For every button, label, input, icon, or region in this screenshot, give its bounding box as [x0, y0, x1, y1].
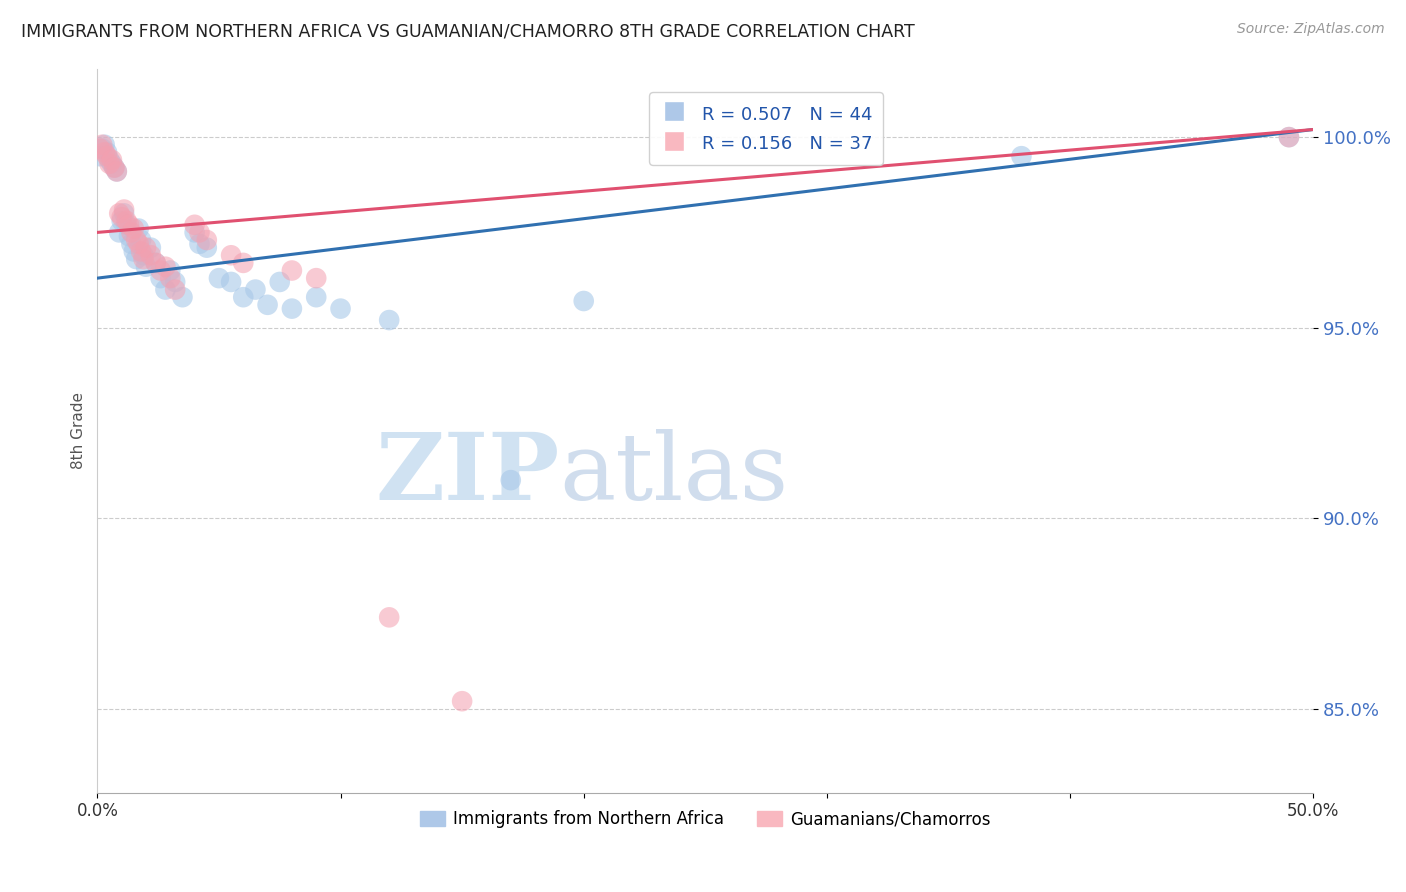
Point [129, 244, 152, 259]
Point [195, 241, 218, 255]
Point [159, 263, 181, 277]
Point [172, 290, 194, 304]
Point [195, 233, 218, 247]
Y-axis label: 8th Grade: 8th Grade [72, 392, 86, 469]
Point [103, 161, 125, 175]
Point [128, 236, 150, 251]
Point [89, 142, 111, 156]
Point [232, 256, 254, 270]
Point [89, 149, 111, 163]
Point [101, 153, 124, 167]
Text: atlas: atlas [560, 429, 789, 519]
Point [132, 248, 155, 262]
Point [115, 218, 138, 232]
Point [118, 229, 141, 244]
Point [145, 256, 167, 270]
Point [139, 248, 162, 262]
Point [155, 260, 177, 274]
Point [108, 206, 131, 220]
Point [183, 226, 205, 240]
Point [135, 260, 157, 274]
Point [98, 157, 121, 171]
Point [91, 142, 114, 156]
Point [101, 157, 124, 171]
Point [125, 233, 148, 247]
Point [118, 218, 141, 232]
Point [281, 263, 304, 277]
Point [91, 137, 114, 152]
Point [93, 137, 115, 152]
Point [115, 214, 138, 228]
Point [188, 236, 211, 251]
Point [132, 252, 155, 266]
Point [245, 283, 267, 297]
Point [122, 244, 145, 259]
Point [281, 301, 304, 316]
Point [105, 164, 128, 178]
Point [378, 313, 401, 327]
Point [111, 210, 134, 224]
Point [305, 290, 328, 304]
Point [112, 206, 135, 220]
Legend: Immigrants from Northern Africa, Guamanians/Chamorros: Immigrants from Northern Africa, Guamani… [413, 804, 998, 835]
Point [378, 610, 401, 624]
Point [188, 226, 211, 240]
Point [1010, 149, 1032, 163]
Point [96, 145, 118, 160]
Point [208, 271, 231, 285]
Point [155, 283, 177, 297]
Point [111, 214, 134, 228]
Point [105, 164, 128, 178]
Point [219, 248, 242, 262]
Point [149, 263, 172, 277]
Point [145, 256, 167, 270]
Point [329, 301, 352, 316]
Point [165, 283, 187, 297]
Point [219, 275, 242, 289]
Point [256, 298, 278, 312]
Point [305, 271, 328, 285]
Point [103, 161, 125, 175]
Point [232, 290, 254, 304]
Text: ZIP: ZIP [375, 429, 560, 519]
Point [108, 226, 131, 240]
Point [98, 153, 121, 167]
Point [269, 275, 291, 289]
Point [122, 221, 145, 235]
Point [572, 293, 595, 308]
Point [125, 252, 148, 266]
Text: IMMIGRANTS FROM NORTHERN AFRICA VS GUAMANIAN/CHAMORRO 8TH GRADE CORRELATION CHAR: IMMIGRANTS FROM NORTHERN AFRICA VS GUAMA… [21, 22, 915, 40]
Point [1278, 130, 1301, 145]
Point [159, 271, 181, 285]
Point [183, 218, 205, 232]
Point [165, 275, 187, 289]
Point [112, 202, 135, 217]
Point [1278, 130, 1301, 145]
Point [451, 694, 474, 708]
Point [93, 145, 115, 160]
Point [135, 241, 157, 255]
Point [120, 236, 142, 251]
Text: Source: ZipAtlas.com: Source: ZipAtlas.com [1237, 22, 1385, 37]
Point [139, 241, 162, 255]
Point [128, 221, 150, 235]
Point [120, 226, 142, 240]
Point [499, 473, 522, 487]
Point [149, 271, 172, 285]
Point [129, 233, 152, 247]
Point [96, 149, 118, 163]
